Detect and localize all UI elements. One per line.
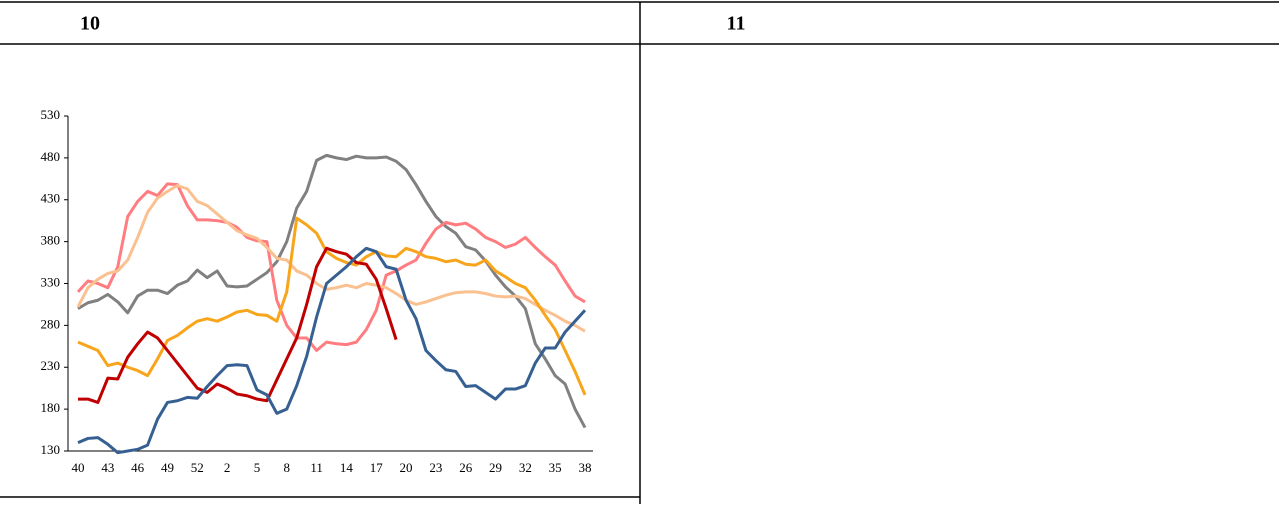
x-tick-label: 14 <box>340 460 354 475</box>
y-tick-label: 280 <box>41 316 61 331</box>
series-line <box>76 184 586 333</box>
x-tick-label: 26 <box>459 460 473 475</box>
series-line <box>77 216 587 396</box>
x-tick-label: 23 <box>429 460 442 475</box>
series-line <box>78 246 398 404</box>
x-tick-label: 29 <box>489 460 502 475</box>
y-tick-label: 430 <box>41 191 61 206</box>
y-tick-label: 130 <box>41 442 61 457</box>
x-tick-label: 35 <box>549 460 562 475</box>
series-line <box>76 182 586 352</box>
x-tick-label: 8 <box>284 460 291 475</box>
x-tick-label: 20 <box>400 460 413 475</box>
series-line <box>77 246 587 455</box>
y-tick-label: 230 <box>41 358 61 373</box>
x-tick-label: 43 <box>101 460 114 475</box>
x-tick-label: 5 <box>254 460 261 475</box>
x-tick-label: 38 <box>579 460 592 475</box>
y-tick-label: 480 <box>41 149 61 164</box>
column-header: 10 <box>80 13 100 35</box>
x-tick-label: 46 <box>131 460 145 475</box>
y-tick-label: 180 <box>41 400 61 415</box>
chart: 130 180 230 280 330 380 430 480 530 40 43 46 49 52 2 5 8… <box>41 107 593 475</box>
x-tick-label: 40 <box>72 460 85 475</box>
x-tick-label: 49 <box>161 460 174 475</box>
series-line <box>77 153 587 429</box>
y-tick-label: 380 <box>41 233 61 248</box>
x-tick-label: 11 <box>310 460 323 475</box>
x-tick-label: 2 <box>224 460 231 475</box>
column-header: 11 <box>727 13 746 35</box>
x-tick-label: 32 <box>519 460 532 475</box>
x-tick-label: 52 <box>191 460 204 475</box>
y-tick-label: 330 <box>41 274 61 289</box>
y-tick-label: 530 <box>41 107 61 122</box>
x-tick-label: 17 <box>370 460 384 475</box>
